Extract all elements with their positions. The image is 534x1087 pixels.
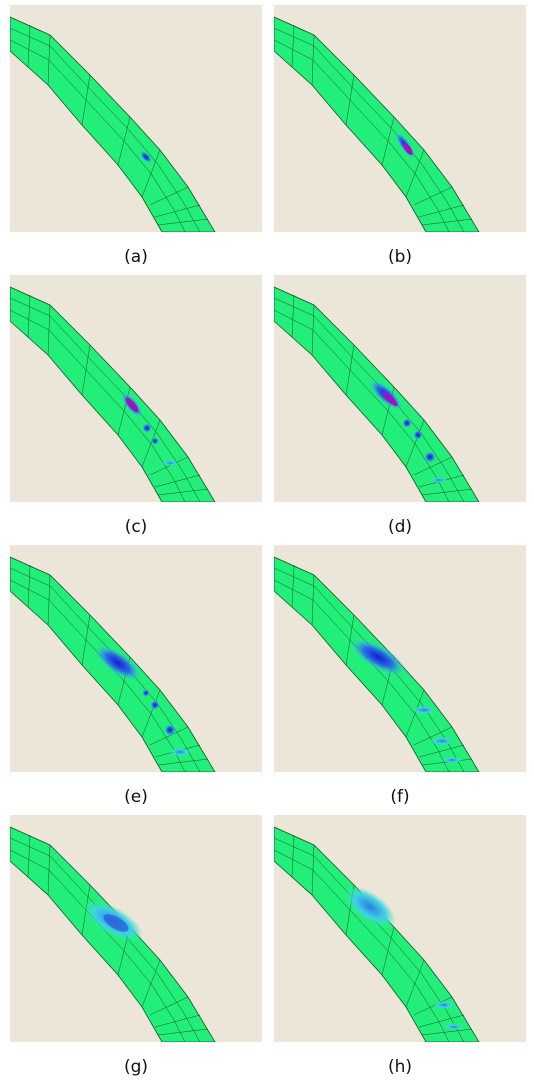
panel-label: (b) [274, 247, 526, 267]
panel-label: (c) [10, 517, 262, 537]
panel-label: (h) [274, 1057, 526, 1077]
panel-label: (a) [10, 247, 262, 267]
panel-image [10, 815, 262, 1042]
panel-image [274, 5, 526, 232]
figure: (a) (b) (c) (d) (e) (f) (g) (h) (() => {… [0, 0, 534, 1087]
panel-label: (e) [10, 787, 262, 807]
panel-label: (g) [10, 1057, 262, 1077]
panel-image [10, 275, 262, 502]
panel-label: (f) [274, 787, 526, 807]
panel-image [10, 545, 262, 772]
panel-label: (d) [274, 517, 526, 537]
panel-image [274, 545, 526, 772]
panel-image [274, 815, 526, 1042]
panel-image [10, 5, 262, 232]
panel-image [274, 275, 526, 502]
